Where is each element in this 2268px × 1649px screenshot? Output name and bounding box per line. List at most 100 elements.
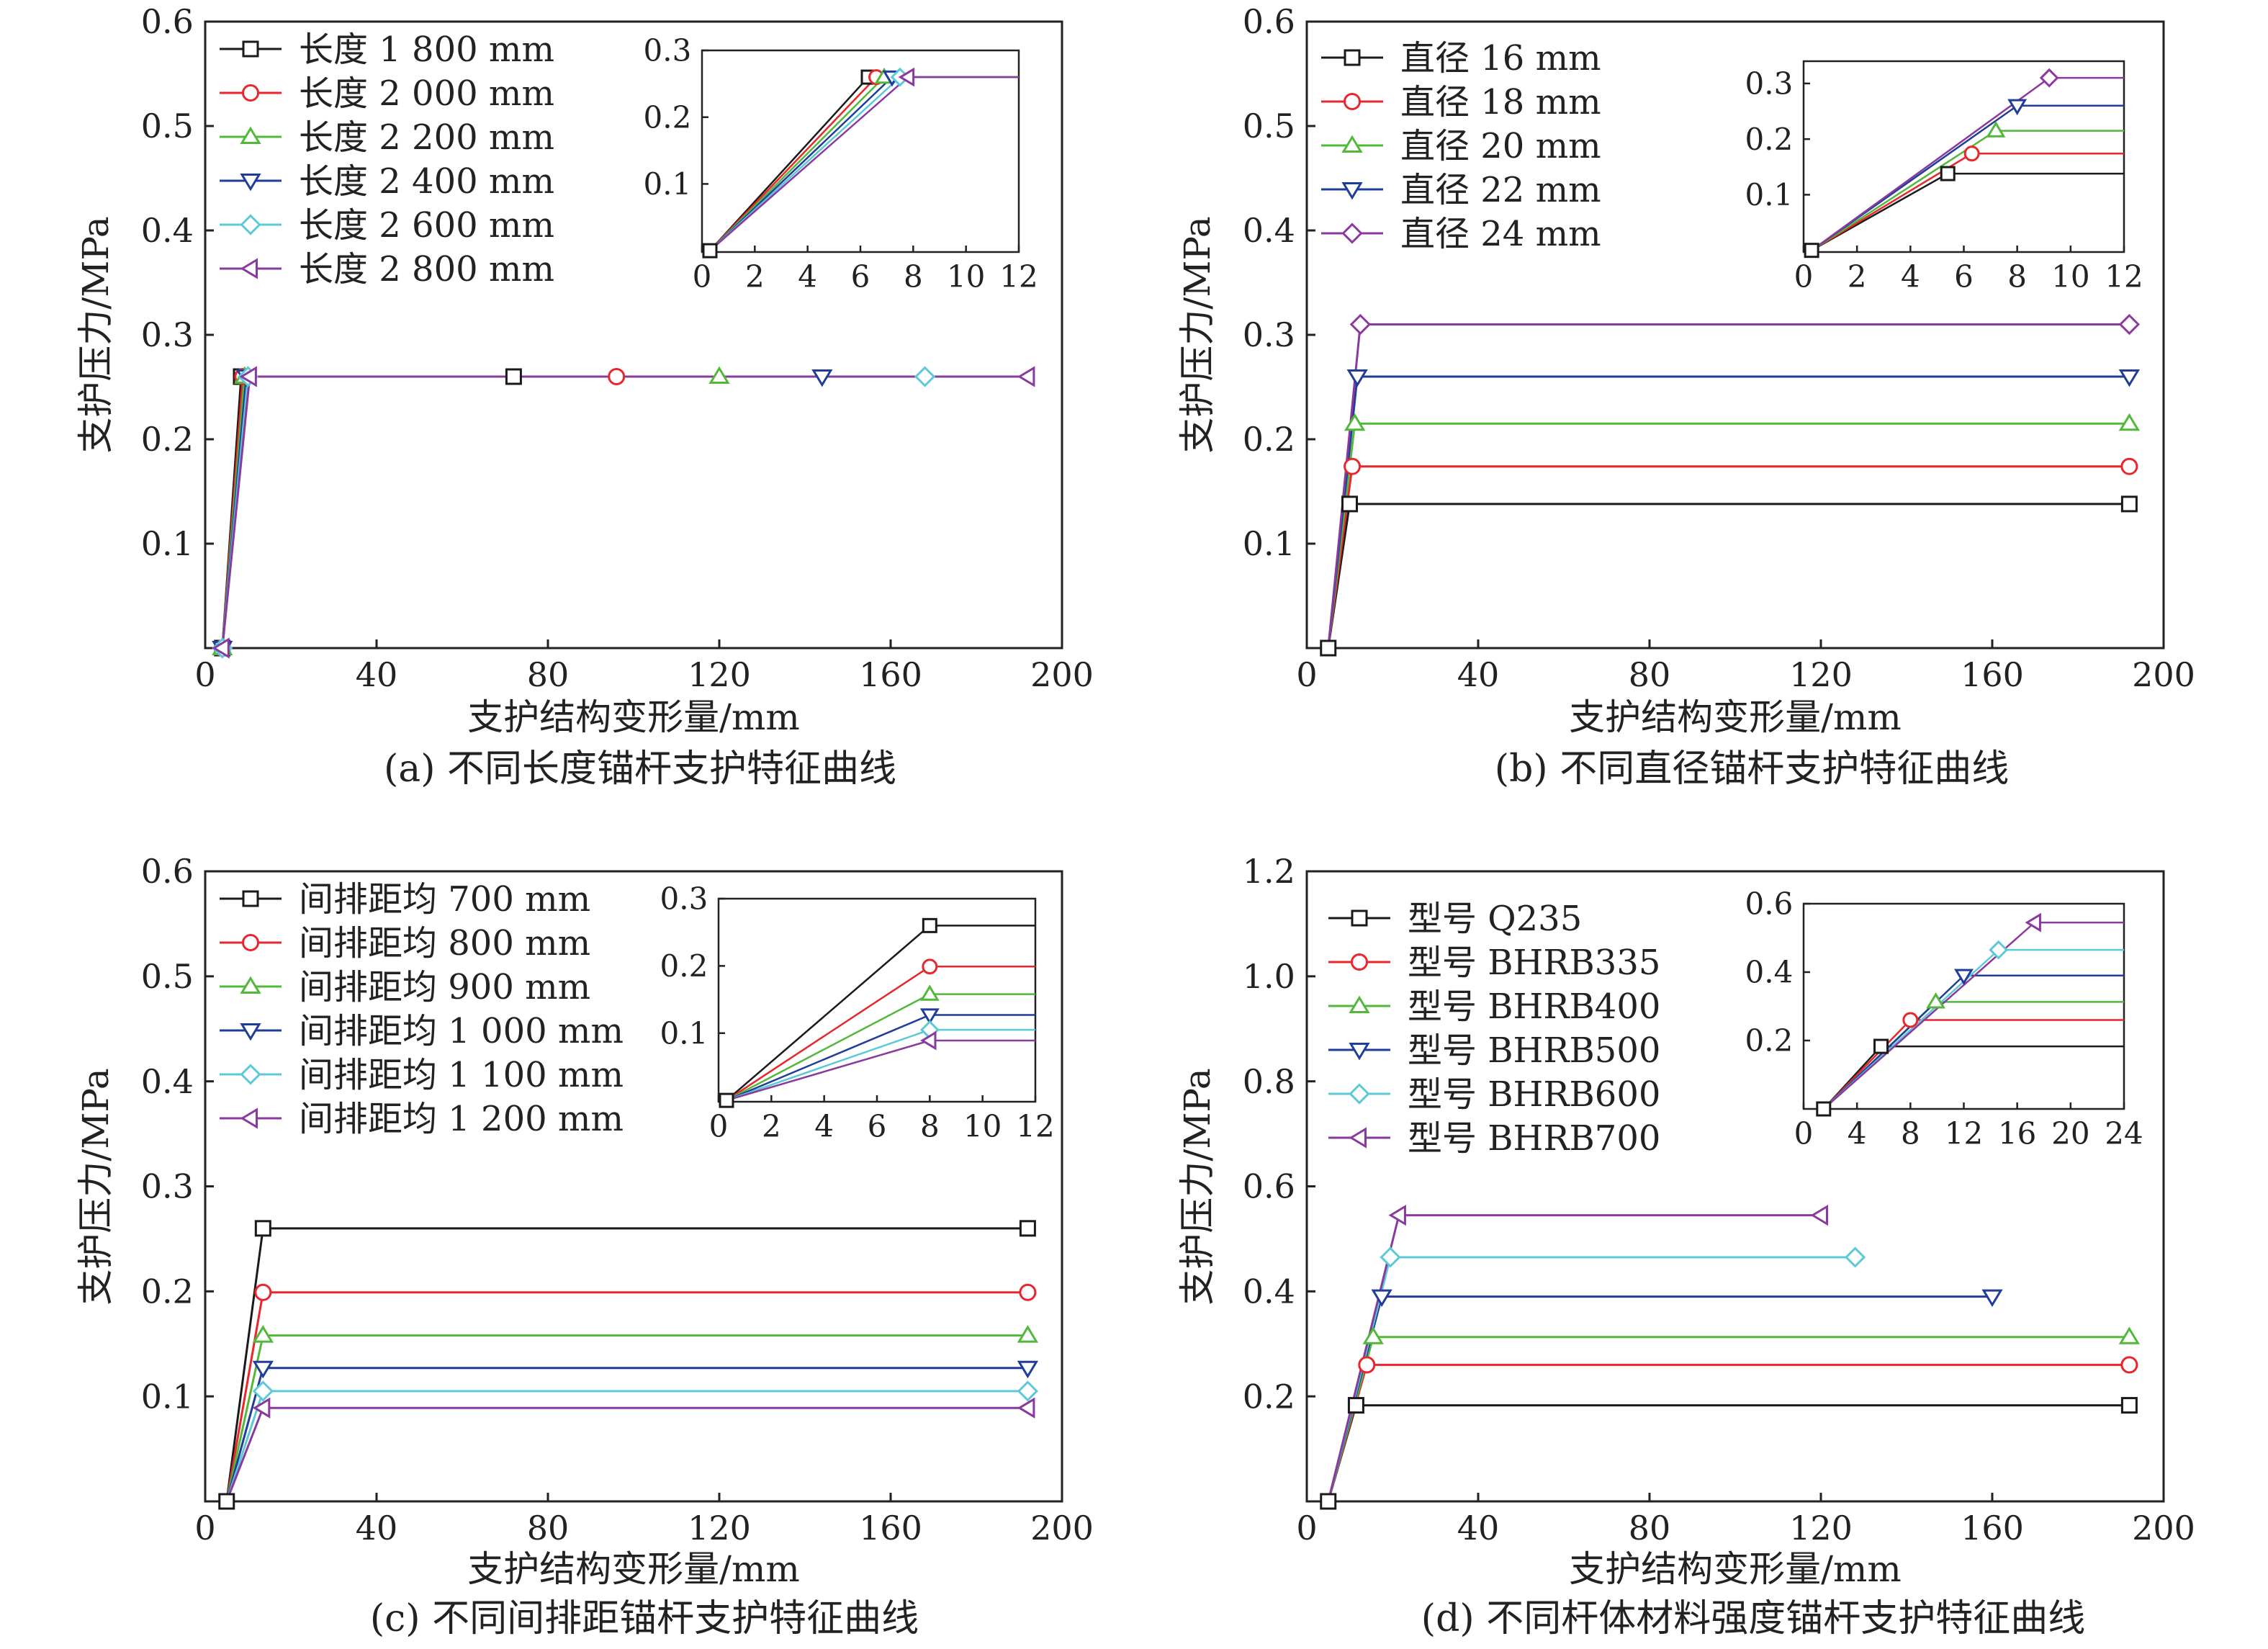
inset-b-point-0 bbox=[1940, 166, 1956, 181]
legend-marker bbox=[242, 84, 259, 102]
panel-b-point-3 bbox=[1346, 369, 1368, 387]
panel-b-series-line-2 bbox=[1327, 422, 2130, 649]
legend-label: 长度 1 800 mm bbox=[299, 30, 554, 70]
panel-a-ytick-label: 0.6 bbox=[141, 2, 194, 41]
panel-b-point-0 bbox=[1341, 495, 1358, 513]
inset-a-xtick-label: 4 bbox=[798, 259, 817, 294]
panel-d-ytick-label: 0.4 bbox=[1243, 1272, 1295, 1311]
legend-marker bbox=[240, 214, 261, 235]
inset-d-point-1 bbox=[1902, 1012, 1919, 1028]
legend-label: 间排距均 900 mm bbox=[299, 967, 590, 1007]
panel-a-point-2 bbox=[708, 366, 730, 384]
panel-c-point-0 bbox=[1019, 1220, 1036, 1237]
legend-label: 直径 16 mm bbox=[1400, 38, 1601, 78]
panel-d-point-4 bbox=[1844, 1246, 1866, 1268]
panel-caption: (d) 不同杆体材料强度锚杆支护特征曲线 bbox=[1421, 1597, 2085, 1640]
panel-c-point-2 bbox=[1017, 1325, 1039, 1343]
panel-a-xtick-label: 160 bbox=[859, 655, 922, 694]
inset-c-xtick-label: 8 bbox=[920, 1108, 940, 1143]
y-axis-label: 支护压力/MPa bbox=[1176, 1068, 1218, 1305]
panel-d-point-2 bbox=[2118, 1326, 2141, 1344]
panel-a-point-0 bbox=[505, 368, 522, 385]
inset-b-point-1 bbox=[1963, 145, 1980, 162]
inset-b-xtick-label: 0 bbox=[1794, 259, 1814, 294]
inset-d-xtick-label: 8 bbox=[1901, 1115, 1920, 1151]
panel-a-point-5 bbox=[1017, 366, 1035, 387]
legend-marker bbox=[242, 934, 259, 951]
panel-d-xtick-label: 160 bbox=[1961, 1509, 2024, 1547]
panel-d-series-line-2 bbox=[1327, 1336, 2130, 1502]
panel-b-xtick-label: 0 bbox=[1296, 655, 1317, 694]
panel-a-ytick-label: 0.3 bbox=[141, 315, 194, 354]
y-axis-label: 支护压力/MPa bbox=[1176, 216, 1218, 453]
legend-label: 直径 20 mm bbox=[1400, 126, 1601, 166]
legend-marker bbox=[1349, 1043, 1370, 1061]
inset-a-point-0 bbox=[702, 243, 718, 259]
panel-c-series-line-0 bbox=[225, 1227, 1028, 1502]
panel-d-ytick-label: 1.0 bbox=[1243, 957, 1295, 996]
inset-a-xtick-label: 8 bbox=[904, 259, 923, 294]
panel-d-point-0 bbox=[1320, 1493, 1337, 1510]
panel-c-xtick-label: 0 bbox=[194, 1509, 215, 1547]
legend-label: 间排距均 1 100 mm bbox=[299, 1055, 624, 1095]
inset-d-point-2 bbox=[1926, 992, 1946, 1009]
panel-d-series-line-0 bbox=[1327, 1404, 2130, 1502]
panel-d-xtick-label: 120 bbox=[1789, 1509, 1853, 1547]
panel-a-series-line-1 bbox=[221, 375, 1028, 649]
inset-a-ytick-label: 0.3 bbox=[644, 33, 692, 68]
panel-a-ytick-label: 0.1 bbox=[141, 524, 194, 563]
legend-marker bbox=[240, 1064, 261, 1085]
panel-b-point-0 bbox=[1320, 639, 1337, 657]
panel-a-xtick-label: 200 bbox=[1030, 655, 1094, 694]
legend-marker bbox=[240, 1107, 258, 1129]
inset-d-point-5 bbox=[2025, 912, 2041, 933]
panel-c-point-1 bbox=[254, 1283, 272, 1301]
legend-marker bbox=[1349, 995, 1370, 1013]
inset-a-ytick-label: 0.1 bbox=[644, 166, 692, 202]
legend-label: 间排距均 1 200 mm bbox=[299, 1099, 624, 1139]
inset-d-ytick-label: 0.4 bbox=[1745, 955, 1794, 990]
panel-d-ytick-label: 0.8 bbox=[1243, 1062, 1295, 1101]
panel-d-series-line-4 bbox=[1327, 1256, 1855, 1502]
inset-b-point-3 bbox=[2007, 99, 2028, 116]
inset-b-xtick-label: 4 bbox=[1901, 259, 1920, 294]
panel-b-point-4 bbox=[1349, 313, 1371, 336]
panel-a-xtick-label: 120 bbox=[688, 655, 751, 694]
inset-b-ytick-label: 0.1 bbox=[1745, 177, 1794, 212]
inset-a-frame bbox=[701, 49, 1020, 253]
legend-label: 长度 2 800 mm bbox=[299, 249, 554, 289]
inset-d-xtick-label: 24 bbox=[2105, 1115, 2143, 1151]
panel-b-ytick-label: 0.5 bbox=[1243, 107, 1295, 145]
panel-a-ytick-label: 0.2 bbox=[141, 420, 194, 459]
panel-a-point-5 bbox=[212, 637, 230, 659]
inset-c-xtick-label: 0 bbox=[709, 1108, 729, 1143]
inset-c-xtick-label: 6 bbox=[868, 1108, 887, 1143]
panel-b-series-line-4 bbox=[1327, 323, 2130, 649]
inset-d-xtick-label: 12 bbox=[1945, 1115, 1983, 1151]
inset-c-ytick-label: 0.2 bbox=[660, 948, 708, 984]
panel-a-xtick-label: 0 bbox=[194, 655, 215, 694]
legend-marker bbox=[1351, 909, 1368, 927]
inset-b-xtick-label: 8 bbox=[2007, 259, 2027, 294]
panel-d-point-4 bbox=[1380, 1246, 1401, 1268]
panel-c-series-line-3 bbox=[225, 1367, 1028, 1502]
panel-a-series-line-3 bbox=[221, 375, 1028, 649]
panel-a-point-5 bbox=[239, 366, 257, 387]
inset-c-point-0 bbox=[922, 917, 937, 933]
panel-a-series-line-2 bbox=[221, 375, 1028, 649]
panel-caption: (c) 不同间排距锚杆支护特征曲线 bbox=[370, 1597, 919, 1640]
panel-d-xtick-label: 0 bbox=[1296, 1509, 1317, 1547]
legend-label: 型号 BHRB600 bbox=[1408, 1074, 1660, 1115]
legend-marker bbox=[1349, 1083, 1370, 1105]
panel-d-xtick-label: 40 bbox=[1457, 1509, 1500, 1547]
inset-c-xtick-label: 4 bbox=[814, 1108, 834, 1143]
inset-a-xtick-label: 2 bbox=[745, 259, 765, 294]
inset-b-xtick-label: 6 bbox=[1954, 259, 1974, 294]
panel-c-xtick-label: 80 bbox=[527, 1509, 570, 1547]
